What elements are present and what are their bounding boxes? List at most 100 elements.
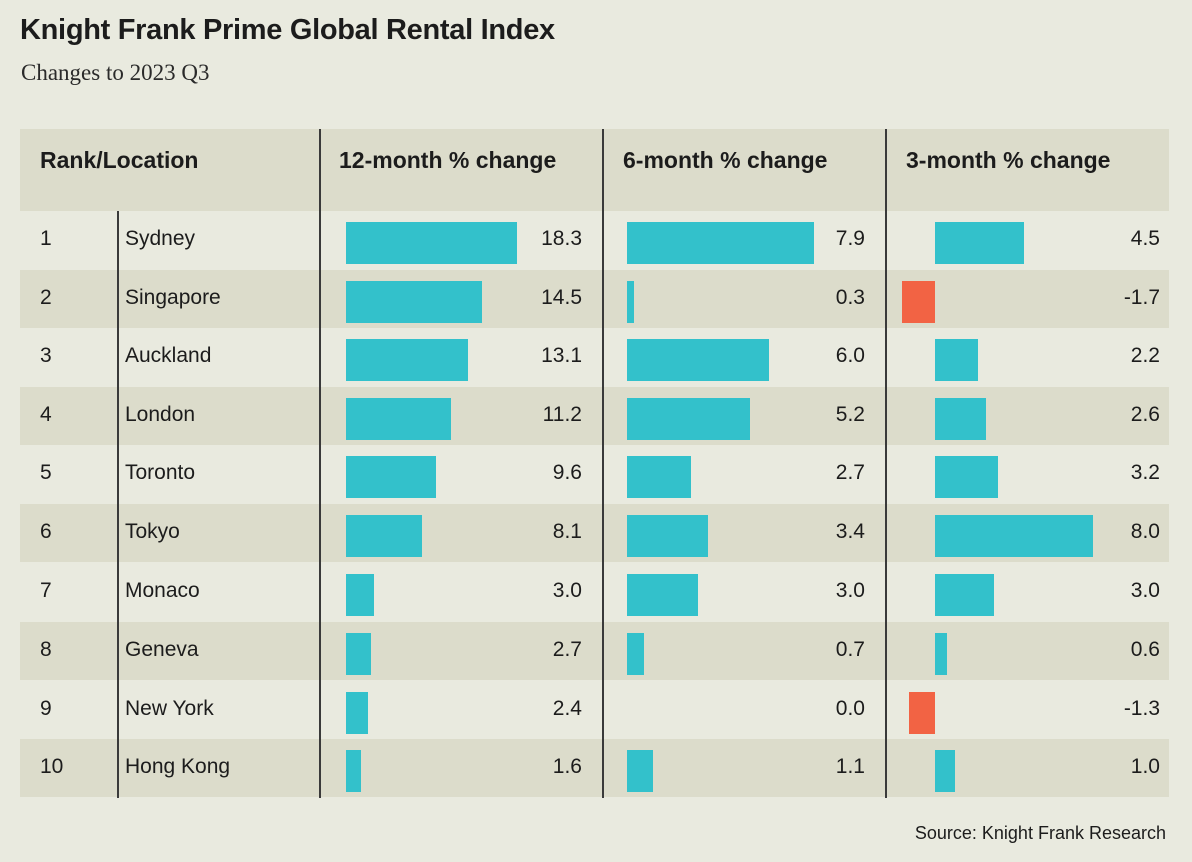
bar-m6	[627, 574, 699, 616]
value-m3: 2.6	[1130, 403, 1160, 426]
value-m3: 1.0	[1130, 755, 1160, 778]
row-location: Singapore	[125, 286, 221, 309]
bar-m3	[935, 222, 1024, 264]
bar-m3	[935, 574, 995, 616]
row-location: Auckland	[125, 344, 212, 367]
bar-m3	[901, 281, 935, 323]
row-rank: 9	[40, 697, 52, 720]
divider-12-month	[319, 129, 321, 798]
value-m6: 3.0	[835, 579, 865, 602]
bar-m3	[909, 692, 935, 734]
bar-m6	[627, 281, 635, 323]
value-m12: 9.6	[552, 461, 582, 484]
bar-m6	[627, 456, 691, 498]
bar-m12	[346, 515, 422, 557]
row-location: New York	[125, 697, 214, 720]
row-location: Tokyo	[125, 520, 180, 543]
value-m12: 8.1	[552, 520, 582, 543]
bar-m6	[627, 339, 770, 381]
value-m12: 3.0	[552, 579, 582, 602]
table-row: 8 Geneva 2.7 0.7 0.6	[20, 622, 1169, 680]
row-location: Geneva	[125, 638, 199, 661]
header-6-month: 6-month % change	[623, 147, 828, 173]
value-m12: 1.6	[552, 755, 582, 778]
bar-m6	[627, 515, 708, 557]
value-m3: -1.3	[1123, 697, 1160, 720]
bar-m3	[935, 750, 955, 792]
row-rank: 10	[40, 755, 64, 778]
bar-m12	[346, 574, 375, 616]
divider-3-month	[885, 129, 887, 798]
table-row: 3 Auckland 13.1 6.0 2.2	[20, 328, 1169, 386]
bar-m3	[935, 398, 987, 440]
value-m12: 18.3	[541, 227, 582, 250]
value-m6: 7.9	[835, 227, 865, 250]
table-row: 5 Toronto 9.6 2.7 3.2	[20, 445, 1169, 503]
value-m12: 14.5	[541, 286, 582, 309]
bar-m6	[627, 222, 815, 264]
chart-subtitle: Changes to 2023 Q3	[21, 60, 210, 85]
bar-m6	[627, 750, 654, 792]
bar-m12	[346, 222, 518, 264]
value-m12: 2.7	[552, 638, 582, 661]
value-m6: 0.7	[835, 638, 865, 661]
value-m12: 13.1	[541, 344, 582, 367]
value-m3: -1.7	[1123, 286, 1160, 309]
bar-m3	[935, 456, 999, 498]
table-row: 4 London 11.2 5.2 2.6	[20, 387, 1169, 445]
value-m3: 4.5	[1130, 227, 1160, 250]
value-m6: 0.3	[835, 286, 865, 309]
divider-6-month	[602, 129, 604, 798]
row-rank: 5	[40, 461, 52, 484]
bar-m3	[935, 633, 947, 675]
rental-index-table: Rank/Location 12-month % change 6-month …	[20, 129, 1169, 798]
table-row: 9 New York 2.4 0.0 -1.3	[20, 681, 1169, 739]
bar-m6	[627, 398, 751, 440]
bar-m3	[935, 339, 979, 381]
value-m12: 11.2	[542, 403, 582, 426]
row-location: Sydney	[125, 227, 196, 250]
value-m3: 2.2	[1130, 344, 1160, 367]
value-m6: 0.0	[835, 697, 865, 720]
bar-m12	[346, 339, 469, 381]
table-row: 2 Singapore 14.5 0.3 -1.7	[20, 270, 1169, 328]
table-row: 10 Hong Kong 1.6 1.1 1.0	[20, 739, 1169, 797]
source-note: Source: Knight Frank Research	[914, 823, 1166, 843]
value-m6: 1.1	[835, 755, 865, 778]
table-row: 1 Sydney 18.3 7.9 4.5	[20, 211, 1169, 269]
row-rank: 3	[40, 344, 52, 367]
bar-m12	[346, 633, 372, 675]
value-m6: 2.7	[835, 461, 865, 484]
chart-title: Knight Frank Prime Global Rental Index	[20, 14, 555, 46]
header-rank-location: Rank/Location	[40, 147, 199, 173]
value-m6: 6.0	[835, 344, 865, 367]
value-m3: 3.0	[1130, 579, 1160, 602]
bar-m12	[346, 398, 451, 440]
bar-m12	[346, 281, 482, 323]
bar-m12	[346, 456, 436, 498]
row-location: Monaco	[125, 579, 200, 602]
value-m12: 2.4	[552, 697, 582, 720]
row-rank: 8	[40, 638, 52, 661]
header-3-month: 3-month % change	[906, 147, 1111, 173]
row-rank: 7	[40, 579, 52, 602]
bar-m6	[627, 633, 644, 675]
value-m6: 3.4	[835, 520, 865, 543]
header-12-month: 12-month % change	[339, 147, 557, 173]
row-location: London	[125, 403, 196, 426]
row-location: Toronto	[125, 461, 196, 484]
row-rank: 4	[40, 403, 52, 426]
table-row: 6 Tokyo 8.1 3.4 8.0	[20, 504, 1169, 562]
bar-m3	[935, 515, 1093, 557]
row-rank: 1	[40, 227, 52, 250]
table-header: Rank/Location 12-month % change 6-month …	[20, 129, 1169, 211]
row-rank: 6	[40, 520, 52, 543]
value-m3: 3.2	[1130, 461, 1160, 484]
row-rank: 2	[40, 286, 52, 309]
value-m3: 0.6	[1130, 638, 1160, 661]
bar-m12	[346, 750, 361, 792]
table-row: 7 Monaco 3.0 3.0 3.0	[20, 563, 1169, 621]
value-m3: 8.0	[1130, 520, 1160, 543]
bar-m12	[346, 692, 369, 734]
value-m6: 5.2	[835, 403, 865, 426]
